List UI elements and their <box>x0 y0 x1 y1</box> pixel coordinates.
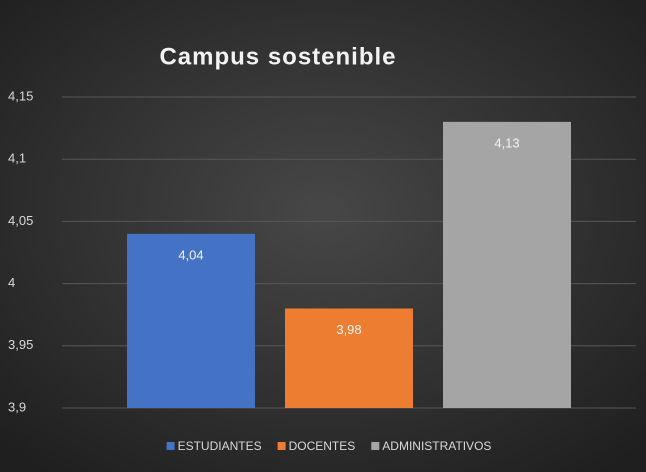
y-tick-label: 4,15 <box>8 88 33 103</box>
value-label: 4,04 <box>178 247 203 262</box>
value-label: 3,98 <box>336 322 361 337</box>
chart-title: Campus sostenible <box>159 43 396 70</box>
legend-swatch <box>166 442 175 450</box>
bar <box>285 308 413 408</box>
legend-swatch <box>277 442 286 450</box>
y-tick-label: 3,9 <box>8 399 26 414</box>
y-tick-label: 4,05 <box>8 213 33 228</box>
y-tick-label: 4,1 <box>8 151 26 166</box>
legend-label: ADMINISTRATIVOS <box>382 439 491 453</box>
legend-label: DOCENTES <box>289 439 356 453</box>
legend-label: ESTUDIANTES <box>178 439 262 453</box>
y-tick-label: 4 <box>8 275 15 290</box>
bar <box>443 121 571 408</box>
value-label: 4,13 <box>494 135 519 150</box>
y-tick-label: 3,95 <box>8 337 33 352</box>
bar <box>127 233 255 408</box>
legend-swatch <box>371 442 380 450</box>
